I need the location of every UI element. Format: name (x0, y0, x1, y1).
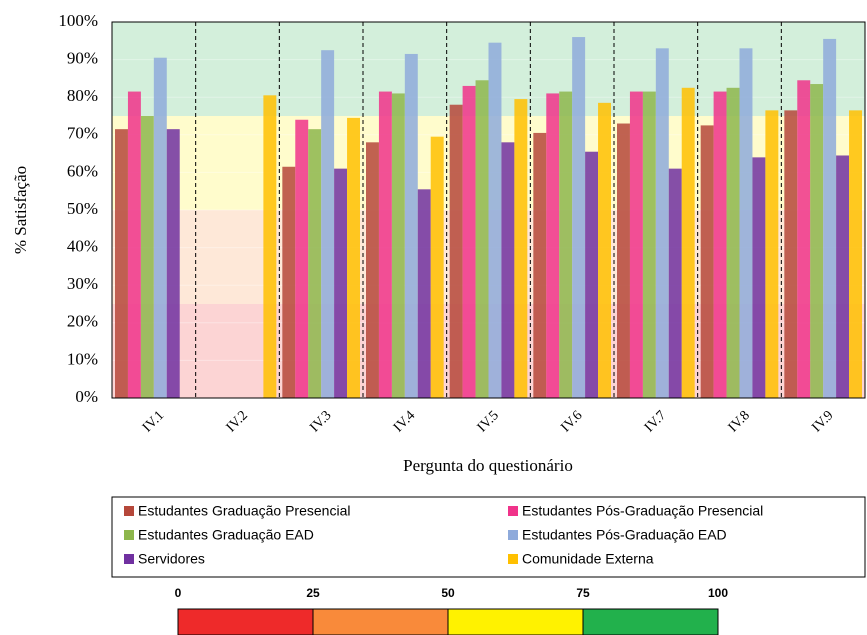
bar (391, 93, 405, 398)
color-scale-label: 100 (708, 586, 728, 600)
bar (378, 91, 392, 398)
bar (739, 48, 753, 398)
bar (308, 129, 322, 398)
y-tick-label: 100% (58, 11, 98, 30)
bar (501, 142, 515, 398)
legend-label: Servidores (138, 551, 205, 567)
bar (404, 53, 418, 399)
x-tick-label: IV.2 (224, 408, 251, 435)
bar (713, 91, 727, 398)
bar (115, 129, 128, 398)
bar (514, 99, 528, 398)
bar (823, 38, 837, 399)
bar (334, 168, 348, 398)
x-tick-label: IV.4 (391, 408, 418, 435)
x-tick-label: IV.3 (307, 408, 334, 435)
bar (127, 91, 141, 398)
y-tick-label: 40% (67, 237, 98, 256)
bar (836, 155, 850, 398)
bar (726, 87, 740, 399)
bar (598, 102, 611, 398)
y-tick-label: 80% (67, 86, 98, 105)
x-tick-label: IV.6 (558, 408, 585, 435)
legend-label: Estudantes Graduação Presencial (138, 503, 350, 519)
bar (810, 84, 824, 398)
bar (700, 125, 714, 399)
color-scale-label: 50 (441, 586, 455, 600)
bar (585, 151, 599, 398)
legend-box (111, 496, 866, 578)
bar (430, 136, 444, 398)
bar (681, 87, 695, 399)
bar (347, 117, 360, 398)
color-scale-label: 25 (306, 586, 320, 600)
bar (617, 123, 630, 399)
legend-label: Comunidade Externa (522, 551, 654, 567)
x-tick-label: IV.8 (726, 408, 753, 435)
bar (153, 57, 167, 398)
legend-label: Estudantes Pós-Graduação Presencial (522, 503, 763, 519)
y-tick-label: 20% (67, 312, 98, 331)
legend-swatch (508, 506, 518, 516)
legend-swatch (508, 530, 518, 540)
color-scale-segment (447, 608, 584, 635)
bar (797, 80, 811, 398)
bar (140, 116, 154, 398)
bar (559, 91, 573, 398)
bar (765, 110, 779, 399)
bar (462, 85, 476, 399)
legend-swatch (124, 506, 134, 516)
y-tick-label: 30% (67, 274, 98, 293)
bar (655, 48, 669, 398)
bar (417, 189, 431, 398)
y-tick-label: 50% (67, 199, 98, 218)
x-tick-label: IV.7 (642, 408, 669, 435)
color-scale-label: 75 (576, 586, 590, 600)
bar (668, 168, 682, 398)
bar (475, 80, 489, 398)
bar (488, 42, 502, 399)
legend-label: Estudantes Graduação EAD (138, 527, 314, 543)
bar (449, 104, 463, 398)
bar (642, 91, 656, 398)
bar (282, 166, 296, 398)
x-axis-title: Pergunta do questionário (403, 456, 573, 475)
bar (572, 37, 586, 398)
bar (166, 129, 180, 398)
x-tick-label: IV.9 (809, 408, 836, 435)
legend-swatch (124, 554, 134, 564)
legend-label: Estudantes Pós-Graduação EAD (522, 527, 727, 543)
color-scale-segment (582, 608, 719, 635)
bar (263, 95, 277, 398)
plot-frame (111, 21, 866, 399)
legend-swatch (508, 554, 518, 564)
color-scale-segment (312, 608, 449, 635)
x-tick-label: IV.5 (475, 408, 502, 435)
y-axis-title: % Satisfação (11, 166, 30, 254)
y-tick-label: 10% (67, 349, 98, 368)
x-tick-label: IV.1 (140, 408, 167, 435)
bar (321, 50, 335, 398)
color-scale-label: 0 (175, 586, 182, 600)
y-tick-label: 90% (67, 49, 98, 68)
bar (752, 157, 766, 398)
color-scale-segment (177, 608, 314, 635)
legend-swatch (124, 530, 134, 540)
y-tick-label: 0% (75, 387, 98, 406)
bar (533, 132, 547, 399)
bar (295, 119, 309, 398)
bar (629, 91, 643, 398)
bar (366, 142, 379, 398)
bar (546, 93, 560, 398)
y-tick-label: 70% (67, 124, 98, 143)
y-tick-label: 60% (67, 161, 98, 180)
bar (849, 110, 862, 399)
bar (784, 110, 798, 399)
